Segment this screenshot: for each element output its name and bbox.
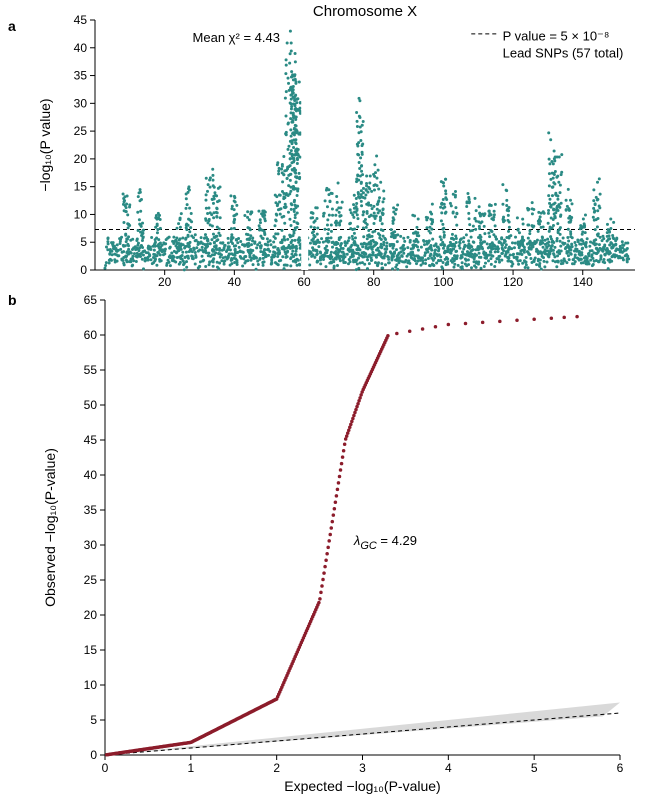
qq-confidence-band (105, 703, 620, 756)
svg-text:1: 1 (187, 761, 194, 775)
svg-text:20: 20 (158, 275, 172, 289)
svg-text:25: 25 (84, 573, 98, 587)
svg-text:0: 0 (80, 263, 87, 277)
svg-text:30: 30 (84, 538, 98, 552)
svg-text:0: 0 (90, 748, 97, 762)
figure-svg: Chromosome X0510152025303540452040608010… (0, 0, 665, 795)
svg-text:25: 25 (74, 124, 88, 138)
svg-text:35: 35 (74, 69, 88, 83)
svg-text:40: 40 (228, 275, 242, 289)
svg-text:4: 4 (445, 761, 452, 775)
panel-a: Chromosome X 0 5 10 15 20 25 30 35 40 45 20 40 60 80 10… (37, 3, 635, 289)
svg-text:120: 120 (503, 275, 523, 289)
panel-b-ylabel: Observed −log₁₀(P-value) (42, 448, 58, 607)
svg-text:50: 50 (84, 398, 98, 412)
svg-text:45: 45 (74, 13, 88, 27)
svg-text:P value = 5 × 10⁻⁸: P value = 5 × 10⁻⁸ (503, 29, 610, 44)
svg-text:60: 60 (84, 328, 98, 342)
panel-a-annotation: Mean χ² = 4.43 (193, 30, 280, 45)
svg-text:6: 6 (617, 761, 624, 775)
svg-text:0: 0 (102, 761, 109, 775)
svg-text:10: 10 (84, 678, 98, 692)
svg-text:30: 30 (74, 96, 88, 110)
panel-b-xlabel: Expected −log₁₀(P-value) (284, 778, 440, 794)
panel-a-ylabel: −log₁₀(P value) (37, 98, 53, 191)
svg-text:35: 35 (84, 503, 98, 517)
panel-a-label: a (8, 18, 16, 34)
svg-text:60: 60 (297, 275, 311, 289)
svg-text:55: 55 (84, 363, 98, 377)
svg-text:40: 40 (84, 468, 98, 482)
svg-text:Lead SNPs (57 total): Lead SNPs (57 total) (503, 45, 624, 60)
svg-text:10: 10 (74, 207, 88, 221)
svg-text:5: 5 (90, 713, 97, 727)
svg-text:5: 5 (80, 235, 87, 249)
svg-text:20: 20 (84, 608, 98, 622)
svg-text:140: 140 (573, 275, 593, 289)
svg-text:5: 5 (531, 761, 538, 775)
svg-text:20: 20 (74, 152, 88, 166)
svg-text:40: 40 (74, 41, 88, 55)
figure-root: a b Chromosome X051015202530354045204060… (0, 0, 665, 795)
svg-text:15: 15 (84, 643, 98, 657)
panel-a-title: Chromosome X (313, 3, 417, 20)
panel-b-annotation: λGC = 4.29 (353, 533, 417, 552)
svg-text:15: 15 (74, 180, 88, 194)
panel-a-legend: P value = 5 × 10⁻⁸Lead SNPs (57 total) (471, 29, 623, 61)
panel-b: 051015202530354045505560650123456Expecte… (42, 293, 624, 794)
svg-text:80: 80 (367, 275, 381, 289)
svg-text:45: 45 (84, 433, 98, 447)
svg-text:65: 65 (84, 293, 98, 307)
svg-text:100: 100 (433, 275, 453, 289)
panel-b-points (105, 315, 579, 757)
panel-b-label: b (8, 292, 17, 308)
svg-text:2: 2 (273, 761, 280, 775)
svg-text:3: 3 (359, 761, 366, 775)
